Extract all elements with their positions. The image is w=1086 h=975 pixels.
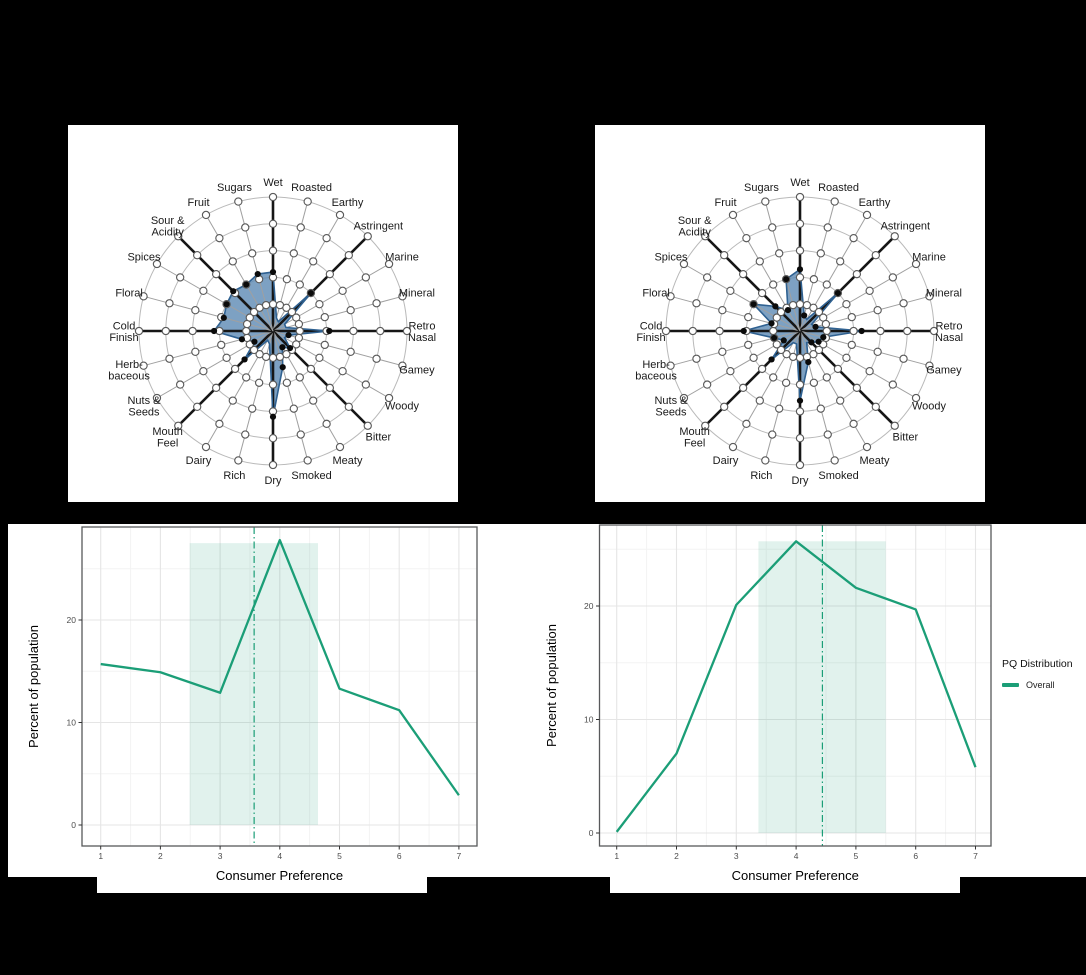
- x-axis-title: Consumer Preference: [216, 868, 343, 883]
- svg-text:0: 0: [589, 828, 594, 838]
- svg-text:10: 10: [67, 718, 77, 728]
- svg-text:Gamey: Gamey: [926, 365, 962, 377]
- svg-text:Sour &Acidity: Sour & Acidity: [678, 215, 712, 239]
- radar-panel-right: Wet Roasted Earthy Astringent Marine Mineral R…: [595, 125, 985, 502]
- svg-text:Fruit: Fruit: [715, 197, 737, 209]
- svg-text:3: 3: [734, 851, 739, 861]
- svg-text:Sour &Acidity: Sour & Acidity: [151, 215, 185, 239]
- svg-text:Earthy: Earthy: [859, 197, 891, 209]
- svg-text:Herb-baceous: Herb-baceous: [108, 359, 150, 383]
- svg-text:Meaty: Meaty: [333, 455, 363, 467]
- svg-text:Bitter: Bitter: [893, 431, 919, 443]
- svg-text:2: 2: [158, 851, 163, 861]
- svg-text:Astringent: Astringent: [354, 221, 404, 233]
- svg-text:20: 20: [584, 601, 594, 611]
- legend-title: PQ Distribution: [1002, 658, 1073, 670]
- svg-text:Astringent: Astringent: [881, 221, 931, 233]
- svg-text:Earthy: Earthy: [332, 197, 364, 209]
- bottom-charts-band: [8, 524, 1086, 877]
- svg-text:Marine: Marine: [912, 252, 946, 264]
- svg-text:Dairy: Dairy: [713, 455, 739, 467]
- svg-text:Rich: Rich: [223, 470, 245, 482]
- series-line: [615, 540, 977, 833]
- series-line: [100, 538, 460, 796]
- legend-item-label: Overall: [1026, 680, 1055, 690]
- flavor-polygon: [214, 272, 330, 417]
- svg-text:2: 2: [674, 851, 679, 861]
- legend-box: PQ Distribution Overall: [1002, 658, 1086, 690]
- svg-text:Roasted: Roasted: [818, 182, 859, 194]
- svg-text:Dry: Dry: [264, 475, 282, 487]
- svg-text:Spices: Spices: [654, 252, 688, 264]
- y-axis-title: Percent of population: [544, 624, 559, 747]
- gridlines: [82, 527, 477, 846]
- svg-text:Sugars: Sugars: [744, 182, 779, 194]
- svg-text:Smoked: Smoked: [818, 470, 858, 482]
- xlabel-strip-left: [97, 877, 427, 893]
- line-chart-right: 1 2 3 4 5 6 7 0 10 20 Consumer Preference Percent o…: [544, 524, 992, 883]
- y-axis-title: Percent of population: [26, 625, 41, 748]
- svg-text:Mineral: Mineral: [926, 287, 962, 299]
- svg-text:Gamey: Gamey: [399, 365, 435, 377]
- svg-text:5: 5: [854, 851, 859, 861]
- svg-text:6: 6: [913, 851, 918, 861]
- xlabel-strip-right: [610, 877, 960, 893]
- svg-text:Nuts &Seeds: Nuts & Seeds: [127, 395, 161, 419]
- gridlines: [599, 525, 991, 846]
- svg-text:4: 4: [794, 851, 799, 861]
- svg-text:Wet: Wet: [263, 177, 282, 189]
- svg-text:7: 7: [973, 851, 978, 861]
- svg-text:Dairy: Dairy: [186, 455, 212, 467]
- svg-text:0: 0: [71, 820, 76, 830]
- svg-text:Fruit: Fruit: [188, 197, 210, 209]
- svg-text:5: 5: [337, 851, 342, 861]
- radar-panel-left: Wet Roasted Earthy Astringent Marine Mineral R…: [68, 125, 458, 502]
- line-chart-left: 1 2 3 4 5 6 7 0 10 20 Consumer Preference Percent o…: [26, 526, 478, 883]
- svg-text:Dry: Dry: [791, 475, 809, 487]
- svg-text:Floral: Floral: [115, 287, 143, 299]
- legend-line-swatch: [1002, 683, 1019, 687]
- svg-text:7: 7: [457, 851, 462, 861]
- svg-text:Spices: Spices: [127, 252, 161, 264]
- svg-text:Meaty: Meaty: [860, 455, 890, 467]
- svg-text:Sugars: Sugars: [217, 182, 252, 194]
- svg-text:Floral: Floral: [642, 287, 670, 299]
- svg-text:20: 20: [67, 615, 77, 625]
- svg-text:Bitter: Bitter: [366, 431, 392, 443]
- svg-text:Mineral: Mineral: [399, 287, 435, 299]
- svg-text:3: 3: [218, 851, 223, 861]
- svg-text:4: 4: [277, 851, 282, 861]
- svg-text:1: 1: [614, 851, 619, 861]
- x-axis-title: Consumer Preference: [732, 868, 859, 883]
- svg-text:10: 10: [584, 715, 594, 725]
- svg-text:Wet: Wet: [790, 177, 809, 189]
- svg-text:Roasted: Roasted: [291, 182, 332, 194]
- svg-text:Smoked: Smoked: [291, 470, 331, 482]
- svg-text:Rich: Rich: [750, 470, 772, 482]
- svg-text:1: 1: [98, 851, 103, 861]
- legend-item-overall: Overall: [1002, 680, 1086, 690]
- svg-text:Nuts &Seeds: Nuts & Seeds: [654, 395, 688, 419]
- svg-text:Woody: Woody: [912, 401, 947, 413]
- svg-text:Herb-baceous: Herb-baceous: [635, 359, 677, 383]
- svg-text:Marine: Marine: [385, 252, 419, 264]
- svg-text:Woody: Woody: [385, 401, 420, 413]
- svg-text:6: 6: [397, 851, 402, 861]
